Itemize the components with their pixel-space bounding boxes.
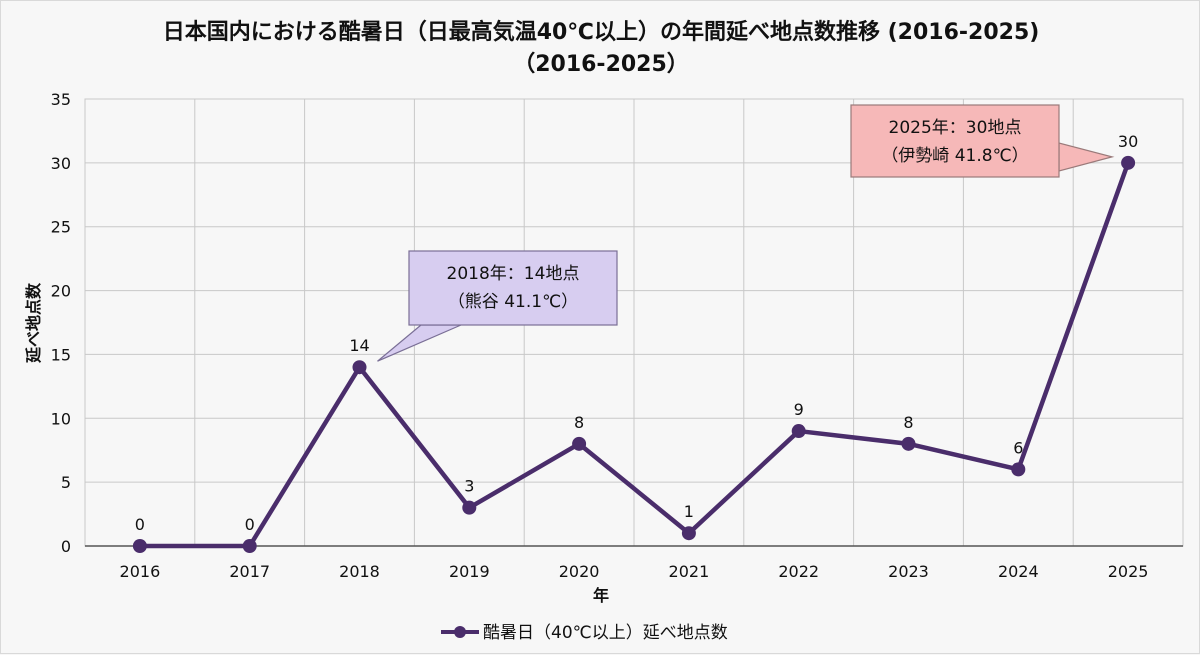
x-tick-label: 2024 <box>998 562 1039 581</box>
data-point <box>132 539 147 553</box>
legend-marker <box>454 626 466 638</box>
data-label: 6 <box>1013 438 1023 457</box>
y-tick-label: 35 <box>51 90 71 109</box>
callout-box <box>408 250 618 326</box>
x-tick-label: 2017 <box>229 562 270 581</box>
data-labels: 0 0 14 3 8 1 9 8 6 30 <box>135 132 1138 534</box>
data-point <box>1011 462 1026 477</box>
data-point <box>791 424 806 439</box>
callout-line-2: （熊谷 41.1℃） <box>448 292 578 312</box>
y-tick-label: 0 <box>61 537 71 556</box>
y-tick-label: 30 <box>51 154 71 173</box>
x-tick-label: 2021 <box>669 562 710 581</box>
callout-tail <box>1058 142 1115 172</box>
x-tick-label: 2016 <box>120 562 161 581</box>
x-tick-label: 2018 <box>339 562 380 581</box>
data-label: 30 <box>1118 132 1138 151</box>
legend: 酷暑日（40℃以上）延べ地点数 <box>441 623 728 643</box>
chart-subtitle: （2016-2025） <box>513 52 689 77</box>
data-label: 14 <box>349 336 369 355</box>
data-label: 1 <box>684 502 694 521</box>
data-point <box>352 360 367 375</box>
x-axis-ticks: 2016 2017 2018 2019 2020 2021 2022 2023 2024 2025 <box>120 562 1149 581</box>
data-label: 8 <box>903 413 913 432</box>
data-label: 9 <box>794 400 804 419</box>
data-label: 0 <box>135 515 145 534</box>
callout-line-1: 2018年：14地点 <box>447 264 580 284</box>
callout-tail-mask <box>1057 144 1058 170</box>
x-tick-label: 2023 <box>888 562 929 581</box>
callout-tail-mask <box>422 323 460 324</box>
data-label: 8 <box>574 413 584 432</box>
x-tick-label: 2019 <box>449 562 490 581</box>
x-tick-label: 2020 <box>559 562 600 581</box>
data-label: 3 <box>464 477 474 496</box>
y-tick-label: 25 <box>51 218 71 237</box>
x-tick-label: 2022 <box>778 562 819 581</box>
y-tick-label: 5 <box>61 473 71 492</box>
data-label: 0 <box>245 515 255 534</box>
series-line <box>139 162 1131 549</box>
data-point <box>681 526 696 541</box>
data-point <box>572 436 587 451</box>
x-axis-label: 年 <box>593 586 609 605</box>
series-line-group <box>132 155 1136 553</box>
y-tick-label: 20 <box>51 282 71 301</box>
legend-label: 酷暑日（40℃以上）延べ地点数 <box>483 623 728 643</box>
data-point <box>242 539 257 553</box>
data-point <box>901 436 916 451</box>
callout-annotations: 2018年：14地点 （熊谷 41.1℃） 2025年：30地点 （伊勢崎 41.8℃… <box>377 104 1115 362</box>
y-axis-ticks: 0 5 10 15 20 25 30 35 <box>51 90 71 556</box>
data-point <box>462 500 477 515</box>
chart-title: 日本国内における酷暑日（日最高気温40℃以上）の年間延べ地点数推移 (2016-… <box>163 19 1040 45</box>
y-axis-label: 延べ地点数 <box>24 282 43 364</box>
data-point <box>1121 155 1136 170</box>
x-tick-label: 2025 <box>1108 562 1149 581</box>
callout-tail <box>377 324 462 362</box>
callout-line-2: （伊勢崎 41.8℃） <box>881 146 1028 166</box>
y-tick-label: 15 <box>51 345 71 364</box>
callout-line-1: 2025年：30地点 <box>889 118 1022 138</box>
y-tick-label: 10 <box>51 409 71 428</box>
callout-box <box>850 104 1060 178</box>
